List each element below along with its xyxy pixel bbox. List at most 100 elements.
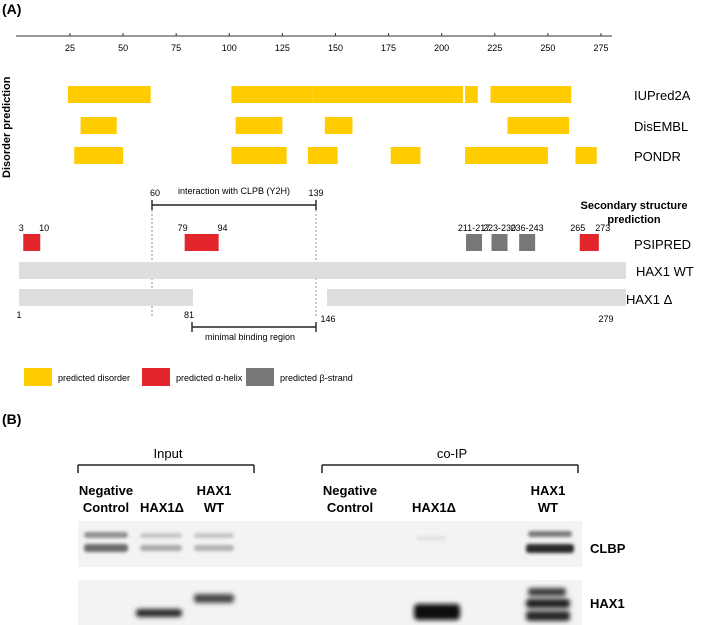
hax1-band-coip-wt-top — [528, 588, 566, 596]
disorder-segment — [465, 147, 548, 164]
legend-swatch — [246, 368, 274, 386]
track-name-pondr: PONDR — [634, 149, 681, 164]
clbp-blot-name: CLBP — [590, 541, 626, 556]
axis-tick-label: 150 — [328, 43, 343, 53]
lane-labels: Negative Control HAX1Δ HAX1 WT Negative Contro… — [79, 483, 565, 515]
secondary-structure-title: Secondary structure — [581, 200, 688, 212]
clbp-band-input-delta-lower — [140, 545, 182, 551]
hax1-delta-name: HAX1 Δ — [626, 292, 673, 307]
hax1-blot: HAX1 — [78, 580, 625, 625]
disorder-segment — [465, 86, 478, 103]
hax1-wt-track — [19, 262, 626, 279]
hax1-band-coip-wt-mid — [526, 599, 570, 608]
axis-tick-label: 50 — [118, 43, 128, 53]
helix-end-label: 94 — [218, 223, 228, 233]
lane-label: HAX1 — [197, 483, 232, 498]
legend-label: predicted disorder — [58, 373, 130, 383]
helix-segment — [23, 234, 41, 251]
clbp-band-coip-wt-upper — [528, 531, 572, 537]
axis-tick-label: 75 — [171, 43, 181, 53]
hax1-wt-bar — [19, 262, 626, 279]
minimal-binding-label: minimal binding region — [205, 332, 295, 342]
axis-tick-label: 225 — [487, 43, 502, 53]
legend-label: predicted α-helix — [176, 373, 243, 383]
lane-label: Control — [83, 500, 129, 515]
disorder-segment — [74, 147, 124, 164]
axis-tick-label: 100 — [222, 43, 237, 53]
lane-label: HAX1 — [531, 483, 566, 498]
strand-label: 211-217 — [458, 223, 490, 233]
minimal-binding-bracket: minimal binding region — [191, 322, 317, 342]
clbp-band-coip-delta — [416, 536, 446, 540]
helix-end-label: 10 — [39, 223, 49, 233]
position-label-deletion-start: 81 — [184, 310, 194, 320]
axis-tick-label: 175 — [381, 43, 396, 53]
strand-label: 223-230 — [483, 223, 516, 233]
clbp-band-input-neg-lower — [84, 544, 128, 552]
clbp-band-input-wt-lower — [194, 545, 234, 551]
clpb-end-label: 139 — [308, 188, 323, 198]
track-name-iupred2a: IUPred2A — [634, 88, 691, 103]
disorder-segment — [390, 147, 421, 164]
helix-segment — [579, 234, 599, 251]
clbp-band-input-wt-upper — [194, 533, 234, 538]
disorder-prediction-title: Disorder prediction — [1, 76, 13, 178]
disorder-segment — [231, 147, 287, 164]
legend-swatch — [24, 368, 52, 386]
secondary-structure-title-line2: prediction — [607, 214, 660, 226]
hax1-band-coip-delta — [414, 604, 460, 620]
axis-tick-label: 125 — [275, 43, 290, 53]
helix-start-label: 79 — [178, 223, 188, 233]
disorder-segment — [67, 86, 151, 103]
coip-group-title: co-IP — [437, 446, 467, 461]
helix-start-label: 3 — [19, 223, 24, 233]
clbp-membrane — [78, 521, 582, 567]
disorder-segment — [575, 147, 597, 164]
clpb-start-label: 60 — [150, 188, 160, 198]
input-group-header: Input — [77, 446, 255, 473]
strand-segment — [491, 234, 508, 251]
track-name-disembl: DisEMBL — [634, 119, 688, 134]
disorder-segment — [507, 117, 570, 134]
disorder-segment — [490, 86, 572, 103]
strand-segment — [466, 234, 483, 251]
hax1-band-coip-wt-bottom — [526, 611, 570, 621]
disorder-segment — [235, 117, 283, 134]
position-label-end: 279 — [598, 314, 613, 324]
hax1-wt-name: HAX1 WT — [636, 264, 694, 279]
legend-label: predicted β-strand — [280, 373, 353, 383]
lane-label: Negative — [323, 483, 377, 498]
hax1-delta-track — [19, 289, 626, 306]
hax1-membrane — [78, 580, 582, 625]
hax1-delta-segment-n — [19, 289, 193, 306]
panel-b-label: (B) — [2, 411, 21, 427]
helix-end-label: 273 — [595, 223, 610, 233]
clpb-interaction-label: interaction with CLPB (Y2H) — [178, 186, 290, 196]
position-axis: 25 50 75 100 125 150 175 200 225 250 275 — [16, 33, 612, 53]
lane-label: HAX1Δ — [140, 500, 184, 515]
lane-label: Negative — [79, 483, 133, 498]
lane-label: WT — [538, 500, 558, 515]
legend: predicted disorder predicted α-helix predi… — [24, 368, 353, 386]
disorder-segment — [231, 86, 313, 103]
axis-tick-label: 200 — [434, 43, 449, 53]
axis-tick-label: 25 — [65, 43, 75, 53]
clbp-band-coip-wt-lower — [526, 544, 574, 553]
strand-label: 236-243 — [511, 223, 544, 233]
lane-label: HAX1Δ — [412, 500, 456, 515]
axis-tick-label: 250 — [540, 43, 555, 53]
position-label-start: 1 — [16, 310, 21, 320]
input-group-title: Input — [154, 446, 183, 461]
legend-swatch — [142, 368, 170, 386]
helix-segment — [184, 234, 219, 251]
hax1-blot-name: HAX1 — [590, 596, 625, 611]
panel-a-label: (A) — [2, 1, 21, 17]
axis-tick-label: 275 — [593, 43, 608, 53]
position-label-deletion-end: 146 — [320, 314, 335, 324]
clbp-blot: CLBP — [78, 521, 626, 567]
disorder-segment — [324, 117, 353, 134]
disorder-segment — [312, 86, 463, 103]
hax1-band-input-wt — [194, 594, 234, 603]
disorder-segment — [80, 117, 117, 134]
